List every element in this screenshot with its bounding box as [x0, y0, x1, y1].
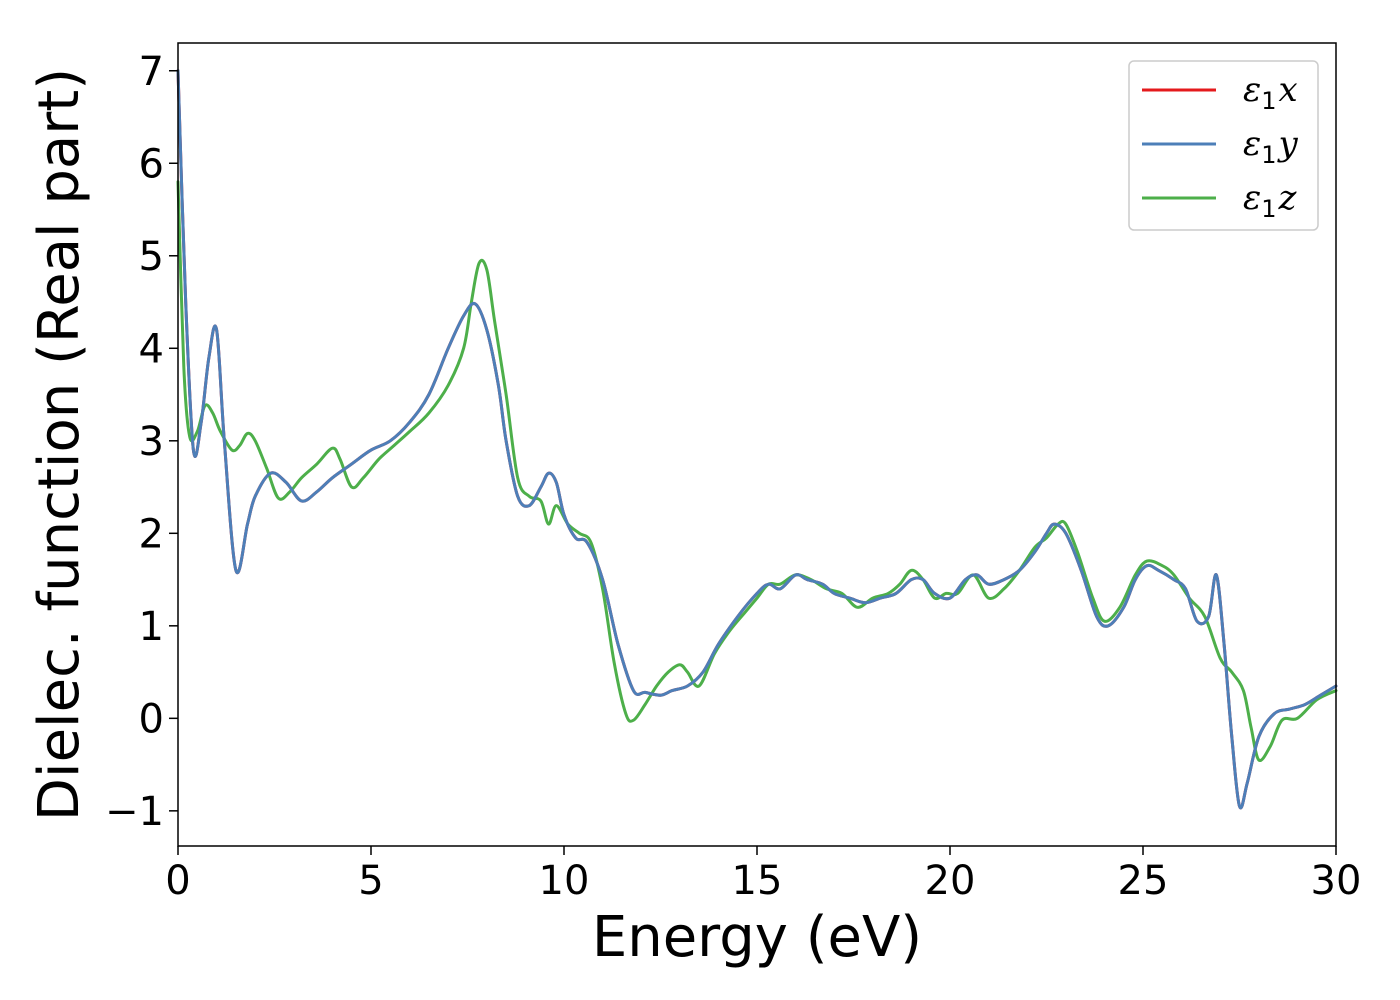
y-tick-label: 2 [139, 511, 164, 557]
y-axis-label: Dielec. function (Real part) [27, 68, 92, 821]
x-axis-ticks: 0 5 10 15 20 25 30 [165, 846, 1361, 904]
legend-box [1128, 60, 1319, 231]
series-line-z [176, 180, 1338, 763]
x-tick-label: 25 [1118, 858, 1169, 904]
y-tick-label: 4 [139, 326, 164, 372]
x-tick-label: 5 [358, 858, 383, 904]
x-tick-label: 15 [732, 858, 783, 904]
y-tick-label: 1 [139, 604, 164, 650]
x-tick-label: 0 [165, 858, 190, 904]
y-tick-label: 5 [139, 234, 164, 280]
y-tick-label: 6 [139, 141, 164, 187]
y-tick-label: 0 [139, 696, 164, 742]
legend-label-y: ε1y [1243, 124, 1299, 169]
y-tick-label: 3 [139, 419, 164, 465]
x-axis-label: Energy (eV) [592, 905, 922, 970]
y-axis-ticks: −1 0 1 2 3 4 5 6 7 [105, 49, 178, 835]
y-tick-label: 7 [139, 49, 164, 95]
legend: ε1x ε1y ε1z [1128, 60, 1319, 231]
x-tick-label: 30 [1311, 858, 1362, 904]
legend-label-x: ε1x [1243, 70, 1298, 115]
x-tick-label: 10 [539, 858, 590, 904]
legend-label-z: ε1z [1243, 178, 1298, 223]
series-layer [176, 69, 1338, 810]
series-line-y [176, 69, 1338, 810]
x-tick-label: 20 [925, 858, 976, 904]
y-tick-label: −1 [105, 789, 164, 835]
